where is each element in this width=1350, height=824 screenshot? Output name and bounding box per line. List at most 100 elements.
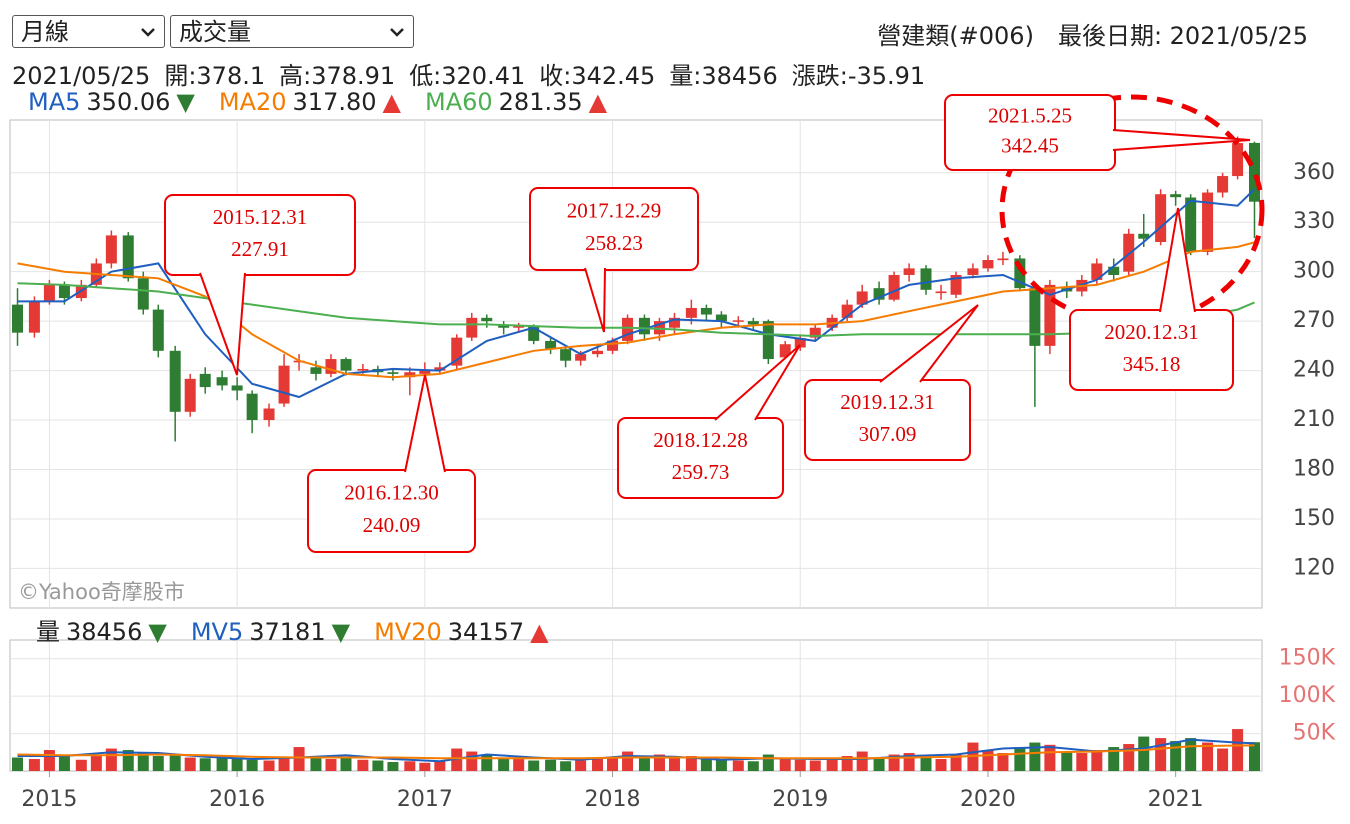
volume-bar (841, 756, 853, 771)
callout: 2020.12.31 345.18 (1069, 207, 1234, 391)
volume-bar (1217, 748, 1229, 771)
callout-date: 2018.12.28 (653, 428, 748, 452)
volume-bar (732, 760, 744, 771)
candle-body (43, 284, 55, 302)
candle-body (310, 367, 322, 374)
volume-bar (826, 759, 838, 771)
volume-bar (809, 760, 821, 771)
candle-body (387, 372, 399, 374)
indicator-select[interactable]: 成交量 (170, 15, 414, 48)
volume-bar (592, 759, 604, 771)
volume-bar (528, 760, 540, 771)
callout-tail (1159, 207, 1196, 313)
callout-tail (199, 272, 246, 376)
x-tick-label: 2018 (585, 787, 641, 812)
candle-body (152, 309, 164, 351)
header: 營建類(#006) 最後日期: 2021/05/25 (853, 16, 1308, 51)
callout-box (164, 194, 356, 276)
volume-bar (715, 759, 727, 771)
callout-tail (404, 374, 446, 473)
callout: 2016.12.30 240.09 (307, 374, 476, 553)
legend-value: 350.06 (86, 88, 171, 116)
callout-date: 2015.12.31 (213, 205, 308, 229)
candle-body (700, 307, 712, 315)
candle-body (638, 317, 650, 335)
volume-bar (747, 761, 759, 771)
x-tick-label: 2019 (772, 787, 828, 812)
volume-bar (263, 760, 275, 771)
candle-body (653, 321, 665, 335)
x-tick-label: 2016 (209, 787, 265, 812)
callout-box (307, 469, 476, 553)
callout-box (529, 187, 699, 271)
callout: 2015.12.31 227.91 (164, 194, 356, 376)
volume-bar (75, 759, 87, 771)
candle-body (545, 340, 557, 350)
y-tick-label: 100K (1279, 683, 1336, 708)
volume-bar (685, 756, 697, 771)
candle-body (1155, 194, 1167, 242)
info-item: 收:342.45 (539, 62, 656, 90)
volume-bar (216, 756, 228, 771)
volume-bar (404, 761, 416, 771)
candle-body (1138, 233, 1150, 239)
volume-bar (1170, 741, 1182, 771)
candle-body (575, 354, 587, 361)
candle-body (1232, 143, 1244, 177)
period-select[interactable]: 月線 (12, 15, 165, 48)
candle-body (1029, 288, 1041, 346)
y-tick-label: 50K (1293, 721, 1336, 746)
ma-line (17, 744, 1255, 760)
candle-body (935, 291, 947, 294)
volume-bar (888, 754, 900, 771)
volume-bar (325, 759, 337, 771)
index-name: 營建類(#006) (877, 22, 1034, 50)
y-tick-label: 360 (1293, 160, 1335, 185)
legend-trend: ▲ (588, 88, 608, 116)
volume-bar (340, 757, 352, 771)
volume-bar (794, 759, 806, 771)
volume-bar (622, 751, 634, 771)
legend-name: MA5 (28, 88, 81, 116)
toolbar: 月線 成交量 營建類(#006) 最後日期: 2021/05/25 2021/05… (0, 0, 1350, 118)
candle-body (950, 274, 962, 295)
volume-bar (310, 756, 322, 771)
y-tick-label: 150 (1293, 506, 1335, 531)
dropdown-icon (141, 28, 155, 37)
volume-bar (920, 756, 932, 771)
volume-bar (950, 754, 962, 771)
last-date: 最後日期: 2021/05/25 (1057, 22, 1308, 50)
candle-body (560, 349, 572, 361)
candle-body (592, 350, 604, 355)
callout-value: 259.73 (672, 460, 730, 484)
legend-name: MA60 (424, 88, 493, 116)
volume-bar (1185, 738, 1197, 771)
legend-name: MA20 (218, 88, 287, 116)
volume-bar (700, 759, 712, 771)
volume-bar (278, 757, 290, 771)
candle-body (419, 370, 431, 374)
volume-bar (935, 759, 947, 771)
select-label: 月線 (21, 18, 69, 46)
candle-body (779, 344, 791, 358)
y-tick-label: 330 (1293, 209, 1335, 234)
candle-body (1217, 176, 1229, 193)
callout-tail (1112, 129, 1251, 151)
volume-bar (152, 756, 164, 771)
select-label: 成交量 (179, 18, 251, 46)
candle-body (404, 372, 416, 378)
candle-body (58, 284, 70, 299)
info-item: 高:378.91 (279, 62, 396, 90)
candle-body (747, 321, 759, 325)
candle-body (920, 268, 932, 290)
volume-bar (982, 750, 994, 771)
volume-bar (498, 757, 510, 771)
y-tick-label: 300 (1293, 259, 1335, 284)
candle-body (997, 258, 1009, 261)
volume-bar (1029, 742, 1041, 771)
candle-body (513, 326, 525, 328)
y-tick-label: 210 (1293, 407, 1335, 432)
candle-body (1123, 233, 1135, 272)
candle-body (199, 373, 211, 388)
